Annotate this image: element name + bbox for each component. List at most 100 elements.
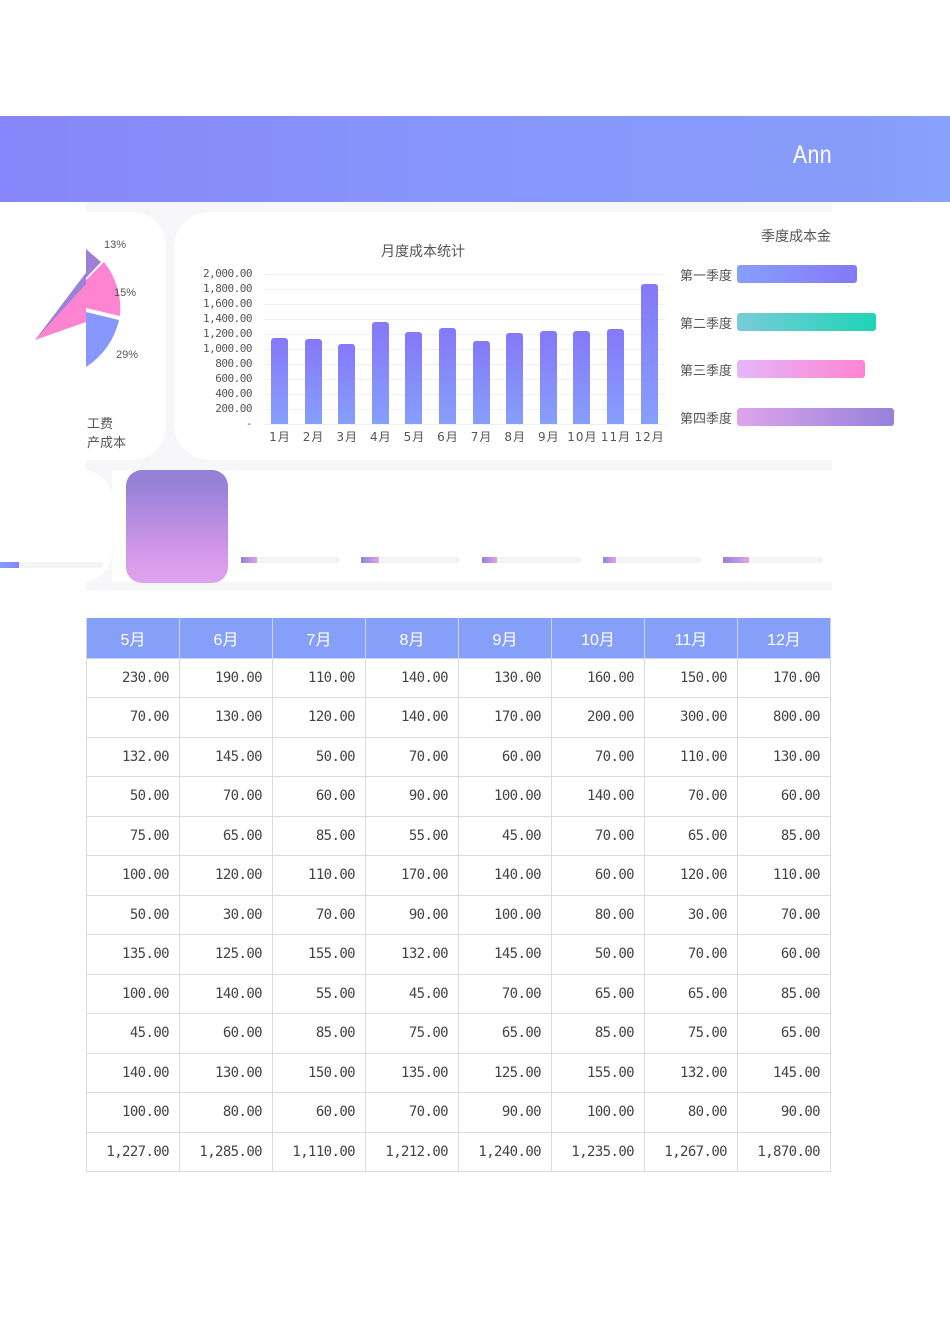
table-cell[interactable]: 70.00 [179,776,273,817]
table-cell[interactable]: 45.00 [458,815,552,856]
table-cell[interactable]: 150.00 [644,657,738,698]
table-cell[interactable]: 80.00 [179,1092,273,1133]
table-cell[interactable]: 1,240.00 [458,1131,552,1172]
table-cell[interactable]: 110.00 [737,855,831,896]
table-cell[interactable]: 60.00 [458,736,552,777]
table-cell[interactable]: 50.00 [551,934,645,975]
table-cell[interactable]: 90.00 [737,1092,831,1133]
table-cell[interactable]: 70.00 [644,776,738,817]
table-cell[interactable]: 85.00 [272,815,366,856]
table-cell[interactable]: 130.00 [737,736,831,777]
table-cell[interactable]: 70.00 [272,894,366,935]
table-cell[interactable]: 55.00 [365,815,459,856]
table-cell[interactable]: 140.00 [86,1052,180,1093]
table-cell[interactable]: 132.00 [365,934,459,975]
table-cell[interactable]: 130.00 [179,697,273,738]
table-cell[interactable]: 200.00 [551,697,645,738]
table-cell[interactable]: 120.00 [179,855,273,896]
table-cell[interactable]: 90.00 [365,894,459,935]
table-cell[interactable]: 140.00 [365,657,459,698]
table-cell[interactable]: 140.00 [365,697,459,738]
table-cell[interactable]: 70.00 [458,973,552,1014]
table-cell[interactable]: 90.00 [458,1092,552,1133]
table-cell[interactable]: 65.00 [179,815,273,856]
table-cell[interactable]: 30.00 [179,894,273,935]
table-cell[interactable]: 70.00 [644,934,738,975]
table-cell[interactable]: 80.00 [551,894,645,935]
table-cell[interactable]: 1,227.00 [86,1131,180,1172]
table-cell[interactable]: 100.00 [86,855,180,896]
table-cell[interactable]: 190.00 [179,657,273,698]
table-cell[interactable]: 110.00 [272,657,366,698]
table-cell[interactable]: 140.00 [458,855,552,896]
table-cell[interactable]: 80.00 [644,1092,738,1133]
table-cell[interactable]: 65.00 [737,1013,831,1054]
table-cell[interactable]: 60.00 [179,1013,273,1054]
table-cell[interactable]: 55.00 [272,973,366,1014]
table-cell[interactable]: 75.00 [86,815,180,856]
table-cell[interactable]: 110.00 [644,736,738,777]
table-cell[interactable]: 155.00 [551,1052,645,1093]
table-cell[interactable]: 70.00 [365,1092,459,1133]
table-cell[interactable]: 135.00 [365,1052,459,1093]
table-cell[interactable]: 160.00 [551,657,645,698]
table-cell[interactable]: 150.00 [272,1052,366,1093]
table-cell[interactable]: 50.00 [86,776,180,817]
table-cell[interactable]: 60.00 [737,934,831,975]
table-cell[interactable]: 140.00 [551,776,645,817]
table-cell[interactable]: 1,870.00 [737,1131,831,1172]
table-cell[interactable]: 130.00 [458,657,552,698]
table-cell[interactable]: 155.00 [272,934,366,975]
table-cell[interactable]: 100.00 [458,894,552,935]
table-cell[interactable]: 1,212.00 [365,1131,459,1172]
table-cell[interactable]: 70.00 [551,736,645,777]
table-cell[interactable]: 65.00 [551,973,645,1014]
table-cell[interactable]: 170.00 [737,657,831,698]
table-cell[interactable]: 230.00 [86,657,180,698]
table-cell[interactable]: 100.00 [551,1092,645,1133]
table-cell[interactable]: 140.00 [179,973,273,1014]
table-cell[interactable]: 45.00 [86,1013,180,1054]
table-cell[interactable]: 70.00 [365,736,459,777]
table-cell[interactable]: 300.00 [644,697,738,738]
table-cell[interactable]: 1,267.00 [644,1131,738,1172]
table-cell[interactable]: 170.00 [365,855,459,896]
table-cell[interactable]: 145.00 [737,1052,831,1093]
table-cell[interactable]: 30.00 [644,894,738,935]
table-cell[interactable]: 135.00 [86,934,180,975]
table-cell[interactable]: 65.00 [644,815,738,856]
table-cell[interactable]: 132.00 [86,736,180,777]
table-cell[interactable]: 85.00 [737,973,831,1014]
table-cell[interactable]: 1,235.00 [551,1131,645,1172]
table-cell[interactable]: 75.00 [644,1013,738,1054]
table-cell[interactable]: 125.00 [179,934,273,975]
table-cell[interactable]: 85.00 [272,1013,366,1054]
table-cell[interactable]: 800.00 [737,697,831,738]
table-cell[interactable]: 70.00 [737,894,831,935]
table-cell[interactable]: 125.00 [458,1052,552,1093]
table-cell[interactable]: 50.00 [272,736,366,777]
table-cell[interactable]: 110.00 [272,855,366,896]
table-cell[interactable]: 85.00 [737,815,831,856]
table-cell[interactable]: 65.00 [458,1013,552,1054]
table-cell[interactable]: 145.00 [458,934,552,975]
table-cell[interactable]: 50.00 [86,894,180,935]
table-cell[interactable]: 75.00 [365,1013,459,1054]
table-cell[interactable]: 100.00 [86,973,180,1014]
table-cell[interactable]: 90.00 [365,776,459,817]
table-cell[interactable]: 65.00 [644,973,738,1014]
table-cell[interactable]: 120.00 [644,855,738,896]
table-cell[interactable]: 70.00 [86,697,180,738]
table-cell[interactable]: 60.00 [737,776,831,817]
table-cell[interactable]: 145.00 [179,736,273,777]
table-cell[interactable]: 60.00 [551,855,645,896]
table-cell[interactable]: 132.00 [644,1052,738,1093]
table-cell[interactable]: 130.00 [179,1052,273,1093]
table-cell[interactable]: 85.00 [551,1013,645,1054]
table-cell[interactable]: 120.00 [272,697,366,738]
table-cell[interactable]: 100.00 [458,776,552,817]
table-cell[interactable]: 1,110.00 [272,1131,366,1172]
table-cell[interactable]: 45.00 [365,973,459,1014]
table-cell[interactable]: 1,285.00 [179,1131,273,1172]
table-cell[interactable]: 170.00 [458,697,552,738]
